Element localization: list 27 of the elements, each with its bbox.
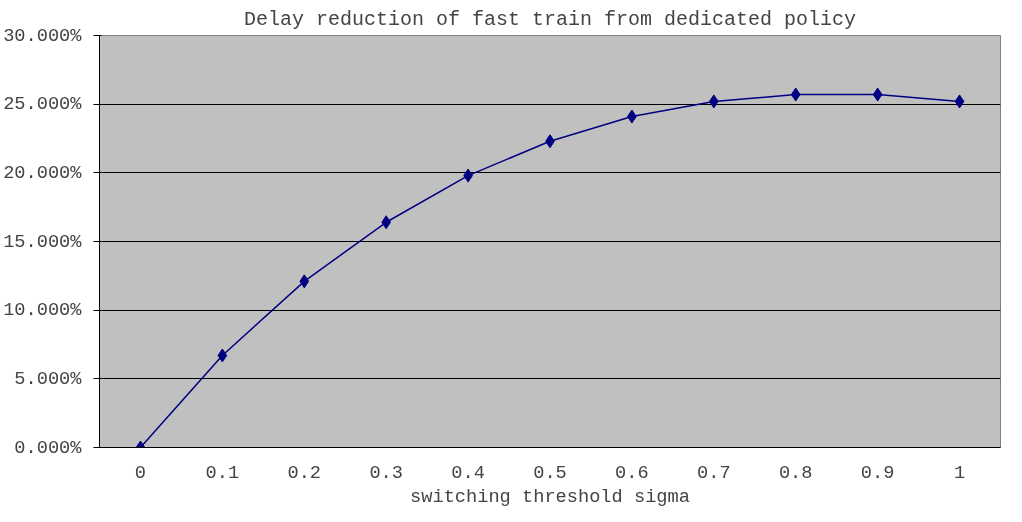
- y-tick-label: 15.000%: [3, 230, 83, 253]
- x-tick-label: 0.1: [205, 461, 240, 484]
- point: [790, 87, 801, 102]
- y-tick-label: 0.000%: [14, 436, 83, 459]
- y-tick-label: 20.000%: [3, 161, 83, 184]
- x-tick-label: 1: [953, 461, 966, 484]
- point: [299, 274, 310, 289]
- x-tick-label: 0.9: [860, 461, 895, 484]
- x-tick-label: 0.5: [533, 461, 567, 484]
- point: [708, 94, 719, 109]
- y-tick-label: 25.000%: [3, 93, 83, 116]
- x-tick-label: 0.4: [451, 461, 485, 484]
- y-tick-label: 5.000%: [14, 367, 83, 390]
- y-tick-label: 30.000%: [3, 24, 83, 47]
- x-tick-label: 0.3: [369, 461, 403, 484]
- x-tick-label: 0.7: [697, 461, 731, 484]
- point: [872, 87, 883, 102]
- point: [954, 94, 965, 109]
- point: [381, 215, 392, 230]
- x-tick-label: 0.6: [615, 461, 649, 484]
- chart-title: Delay reduction of fast train from dedicated policy: [243, 7, 857, 31]
- x-tick-label: 0.8: [778, 461, 813, 484]
- x-tick-label: 0: [134, 461, 147, 484]
- point: [217, 348, 228, 363]
- y-tick-label: 10.000%: [3, 299, 83, 322]
- x-axis-title: switching threshold sigma: [410, 485, 690, 508]
- x-tick-label: 0.2: [287, 461, 322, 484]
